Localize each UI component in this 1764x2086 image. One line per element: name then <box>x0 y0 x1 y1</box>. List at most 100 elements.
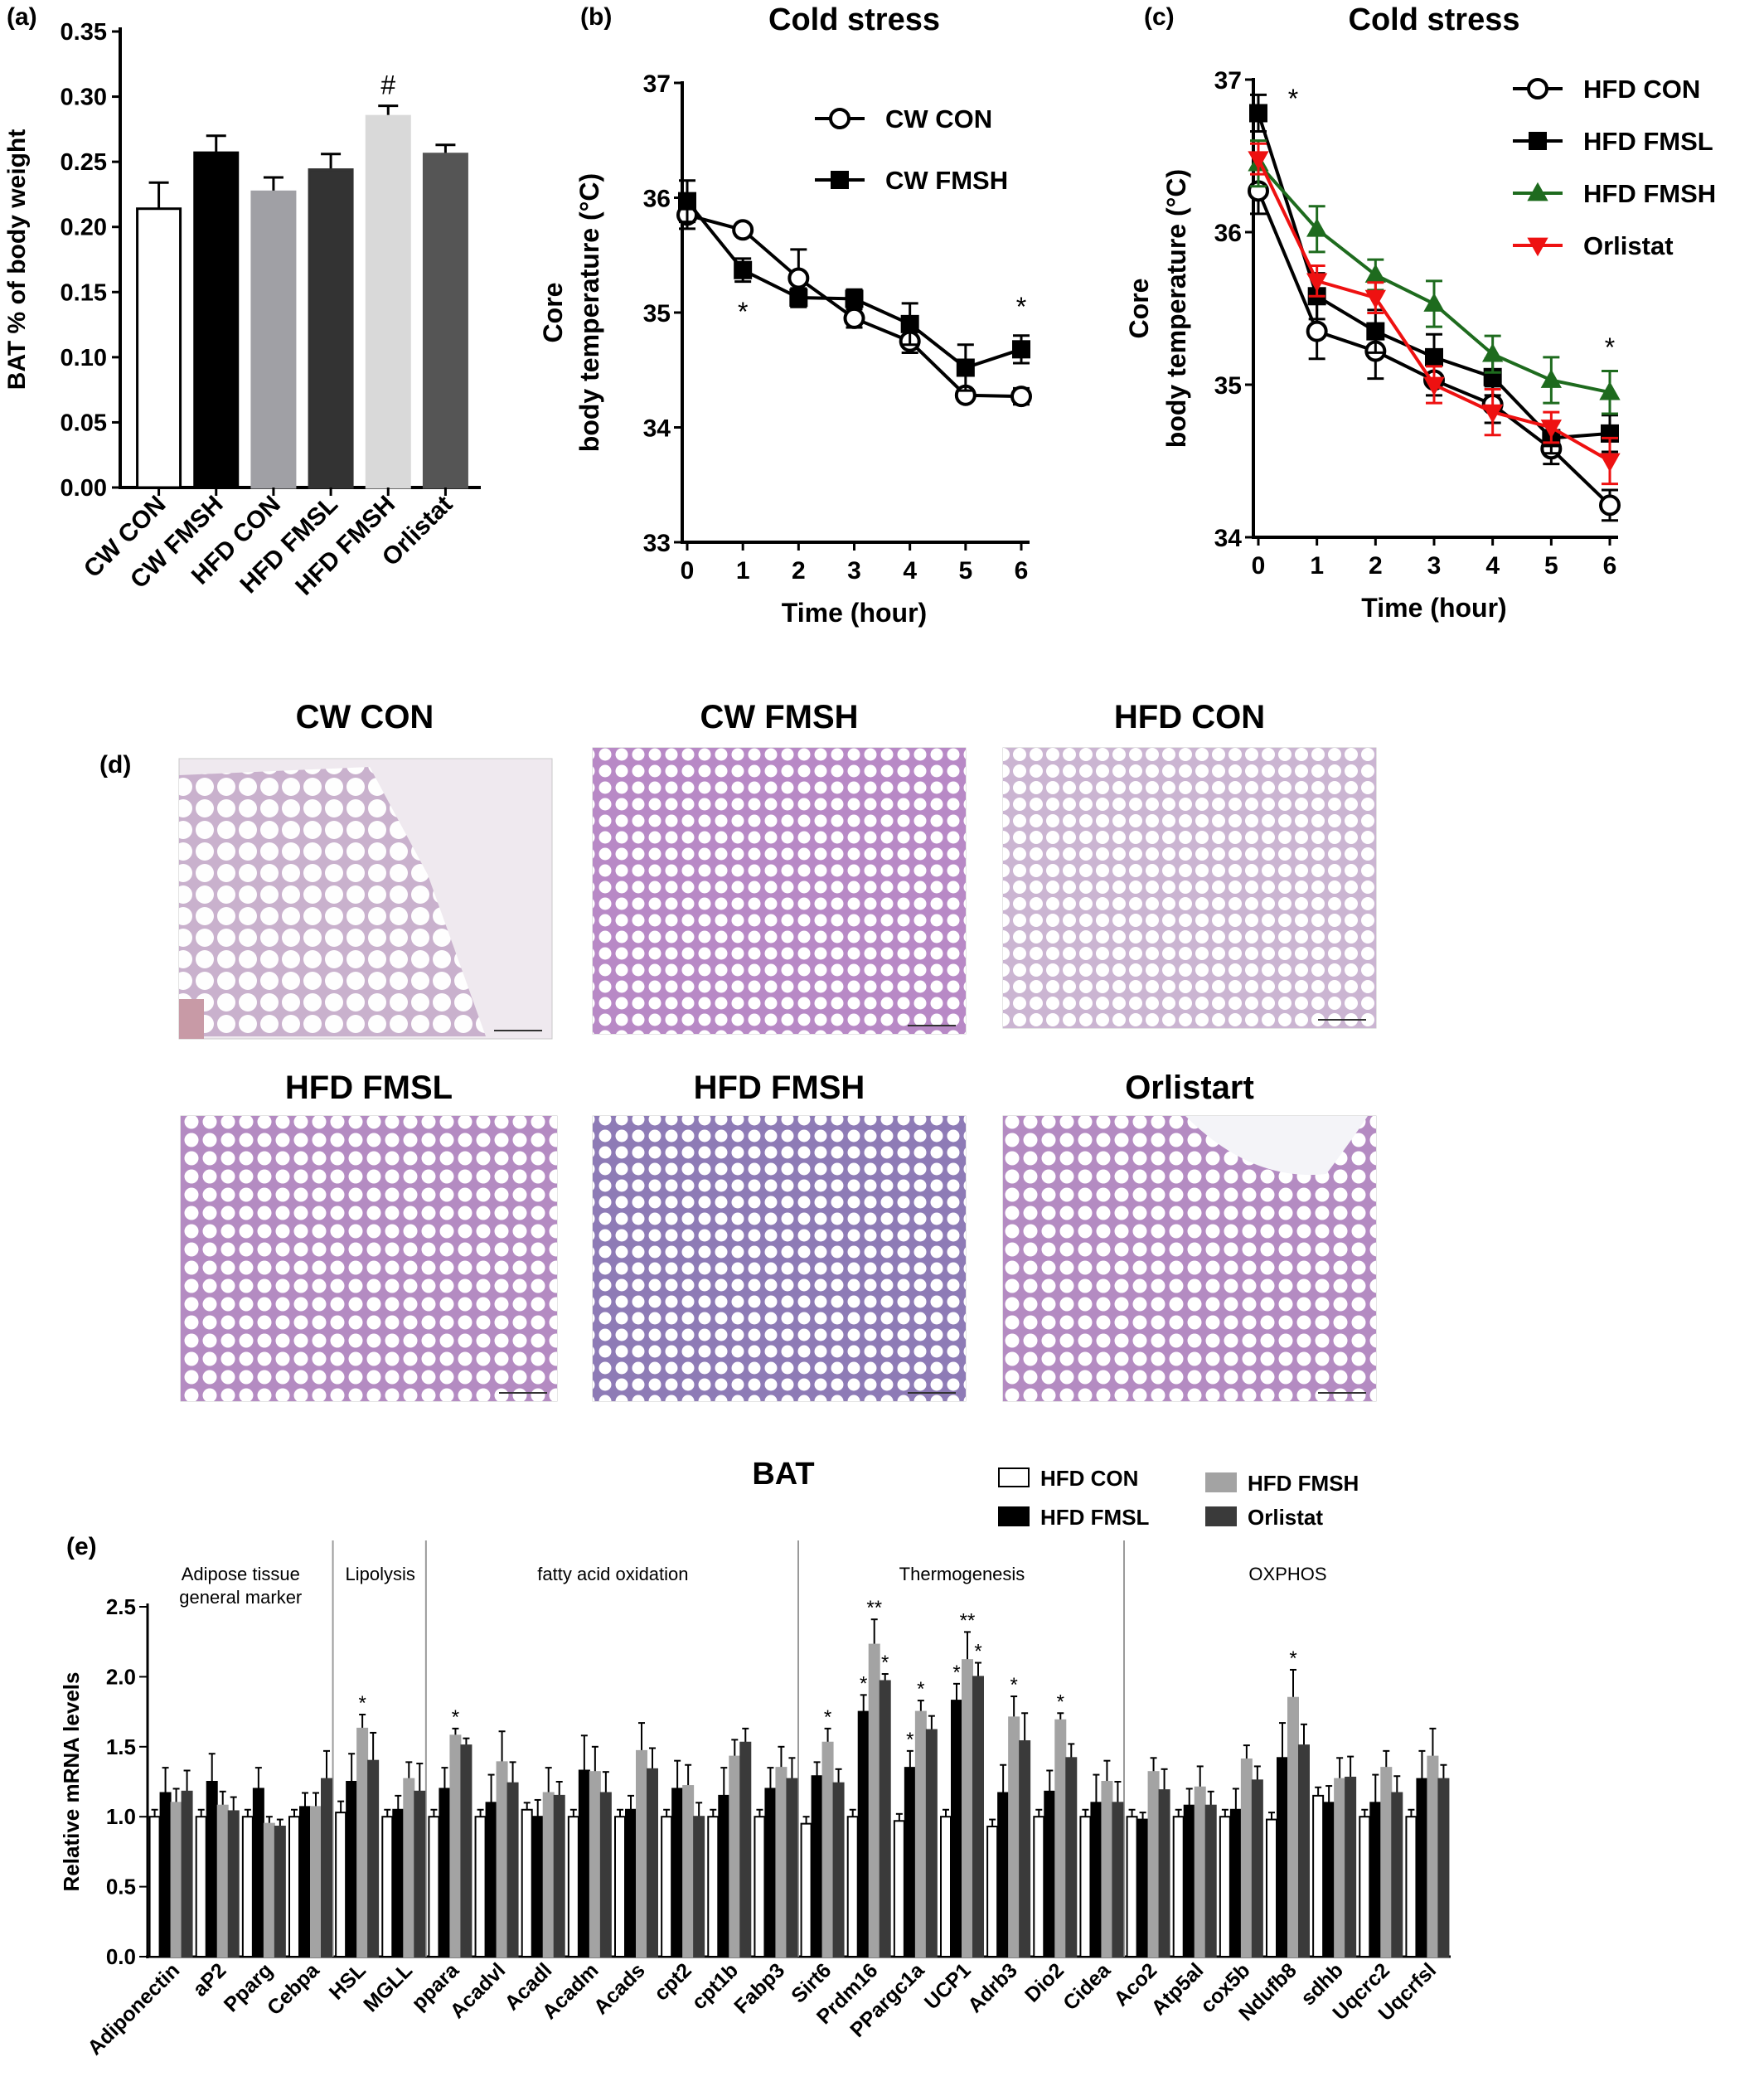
bar <box>1287 1696 1299 1957</box>
bar <box>1090 1802 1102 1958</box>
y-tick-label: 0.30 <box>61 85 107 111</box>
bar <box>181 1790 193 1957</box>
panel-a-bat-weight-chart: 0.00 0.05 0.10 0.15 0.20 0.25 0.30 0.35 BAT % of… <box>3 19 481 601</box>
bar <box>1158 1789 1170 1957</box>
significance-mark: * <box>860 1672 867 1695</box>
bar <box>367 1759 380 1957</box>
data-point <box>1599 494 1621 517</box>
significance-mark: * <box>1057 1691 1064 1713</box>
bar <box>1437 1778 1450 1958</box>
data-point <box>788 267 810 289</box>
legend-swatch <box>1205 1506 1237 1526</box>
x-tick-label: 0 <box>1252 552 1266 580</box>
bar <box>661 1816 673 1957</box>
bar <box>1416 1778 1428 1958</box>
y-tick-label: 36 <box>1214 220 1242 247</box>
significance-mark: * <box>952 1662 960 1684</box>
group-label: Adipose tissue <box>182 1564 300 1584</box>
legend-label: CW CON <box>885 104 992 133</box>
bar <box>227 1810 240 1957</box>
panel-d-histology-grid: CW CON CW FMSH HFD CON HFD FMSL HFD FMSH Orli… <box>178 699 1377 1402</box>
bar <box>893 1820 905 1957</box>
data-point <box>789 288 808 307</box>
x-tick-label: 2 <box>1369 552 1383 580</box>
group-label: fatty acid oxidation <box>537 1564 688 1584</box>
legend-marker <box>1527 237 1548 257</box>
bar <box>460 1744 472 1958</box>
panel-label-b: (b) <box>580 3 612 31</box>
data-point <box>1010 386 1032 408</box>
bar <box>1380 1767 1393 1958</box>
group-label: general marker <box>179 1587 302 1608</box>
bar <box>136 207 182 489</box>
histology-tissue <box>593 1116 966 1401</box>
x-tick-label: 6 <box>1603 552 1617 580</box>
bar <box>310 1806 322 1958</box>
series-cw-fmsh <box>678 179 1030 392</box>
bar <box>1126 1816 1138 1957</box>
y-tick-label: 2.5 <box>106 1594 136 1619</box>
data-point <box>1423 376 1445 396</box>
series-orlistat <box>1248 142 1621 486</box>
panel-label-e: (e) <box>66 1533 97 1560</box>
y-tick-label: 35 <box>1214 372 1242 400</box>
y-tick-label: 0.25 <box>61 149 107 176</box>
bar <box>506 1782 519 1957</box>
legend-marker <box>831 171 849 189</box>
bar <box>1251 1779 1263 1958</box>
histology-tissue <box>1003 748 1376 1028</box>
data-point <box>1482 343 1504 362</box>
data-point <box>845 289 864 308</box>
legend-swatch <box>1205 1472 1237 1492</box>
significance-mark: * <box>1010 1674 1017 1696</box>
y-axis-title: Relative mRNA levels <box>59 1672 84 1892</box>
data-point <box>1366 322 1385 341</box>
bar <box>1172 1816 1185 1957</box>
bar <box>1019 1740 1031 1958</box>
y-tick-label: 1.0 <box>106 1804 136 1829</box>
bar <box>288 1816 300 1957</box>
data-point <box>732 219 754 241</box>
x-tick-label: Adiponectin <box>83 1958 184 2059</box>
bar <box>439 1788 451 1957</box>
bar <box>972 1676 984 1958</box>
bar <box>1277 1757 1288 1957</box>
bar <box>1312 1794 1325 1957</box>
data-point <box>1306 218 1328 237</box>
bar <box>671 1788 684 1957</box>
bar <box>1183 1804 1195 1958</box>
data-point <box>843 307 865 329</box>
y-tick-label: 34 <box>1214 525 1243 552</box>
histology-tissue <box>181 1116 557 1401</box>
bar <box>1266 1818 1277 1957</box>
significance-mark: * <box>974 1641 981 1663</box>
y-tick-label: 0.05 <box>61 410 107 436</box>
group-label: Lipolysis <box>346 1564 415 1584</box>
y-tick-label: 0.5 <box>106 1875 136 1899</box>
x-axis-title: Time (hour) <box>782 598 927 628</box>
histology-image-2 <box>592 747 967 1035</box>
bar <box>1427 1755 1439 1957</box>
bar <box>428 1816 440 1957</box>
vessel-lumen <box>1185 1116 1368 1176</box>
x-tick-label: 1 <box>1310 552 1324 580</box>
bar <box>1334 1778 1346 1958</box>
data-point <box>1599 381 1621 400</box>
bar <box>1054 1719 1067 1958</box>
legend-marker <box>829 108 850 129</box>
data-point <box>1248 151 1269 170</box>
histology-image-1 <box>178 758 553 1040</box>
bar <box>346 1781 358 1957</box>
chart-title: BAT <box>752 1457 814 1492</box>
bar <box>263 1822 275 1957</box>
bar <box>1079 1816 1092 1957</box>
group-label: Thermogenesis <box>899 1564 1025 1584</box>
bar <box>308 168 354 489</box>
data-point <box>1364 264 1386 283</box>
bar <box>1298 1744 1310 1958</box>
x-tick-label: 3 <box>1427 552 1442 580</box>
histology-image-6 <box>1002 1115 1377 1402</box>
bar <box>1147 1771 1160 1958</box>
legend-marker <box>1527 182 1548 201</box>
bar <box>578 1769 590 1958</box>
